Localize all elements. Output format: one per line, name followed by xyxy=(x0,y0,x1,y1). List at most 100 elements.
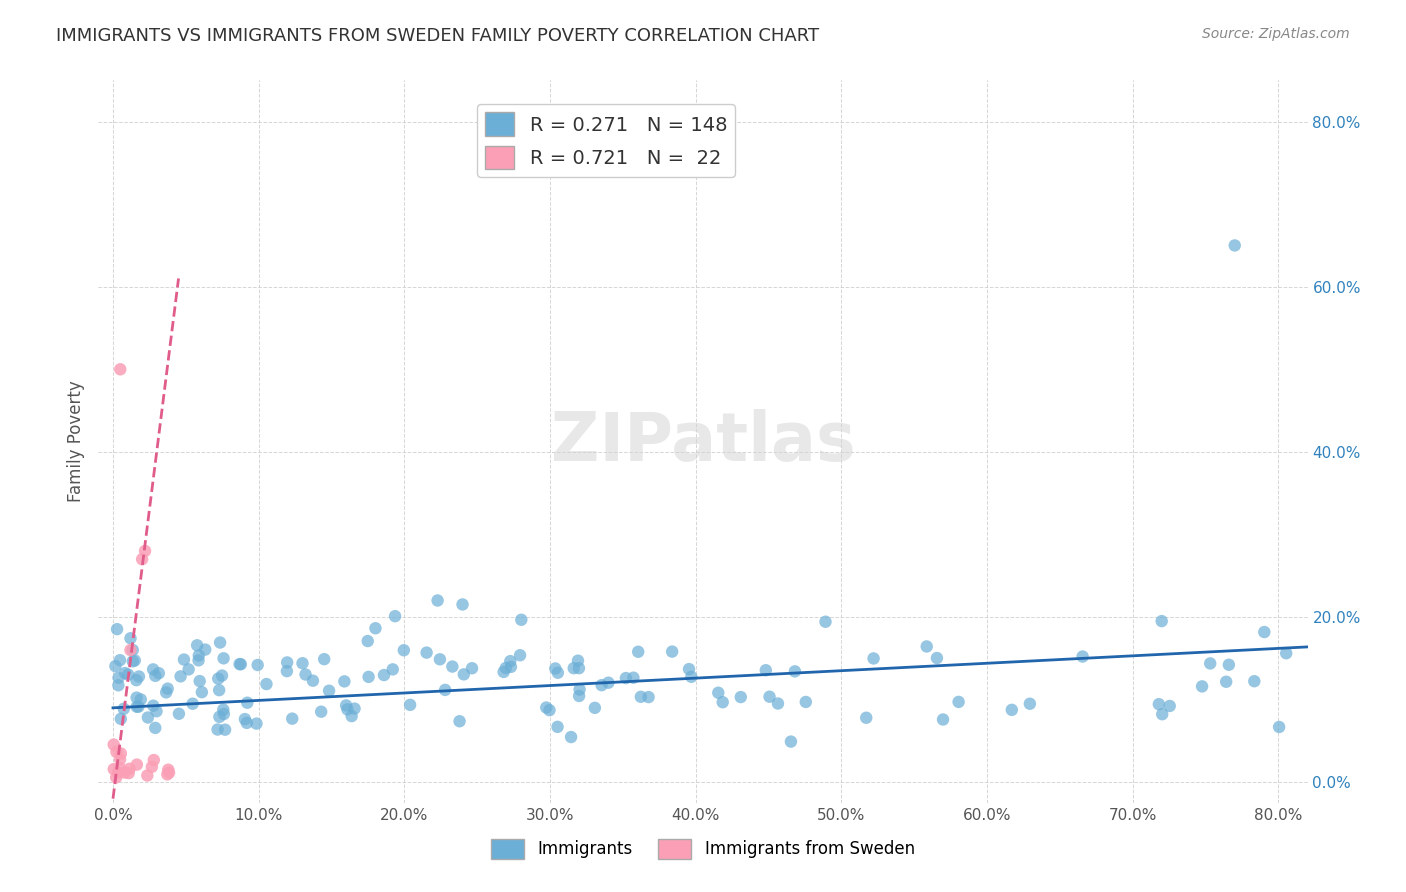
Point xyxy=(855,711,877,725)
Point xyxy=(562,661,585,675)
Point xyxy=(461,661,484,675)
Point xyxy=(181,697,204,711)
Point xyxy=(173,652,195,666)
Point xyxy=(364,621,387,635)
Point xyxy=(381,662,404,676)
Point xyxy=(1218,657,1240,672)
Point xyxy=(948,695,970,709)
Point xyxy=(730,690,752,704)
Point xyxy=(125,757,148,772)
Point xyxy=(627,645,650,659)
Point xyxy=(492,665,515,679)
Point xyxy=(1253,625,1275,640)
Point xyxy=(915,640,938,654)
Point xyxy=(156,681,179,696)
Point xyxy=(536,700,558,714)
Legend: Immigrants, Immigrants from Sweden: Immigrants, Immigrants from Sweden xyxy=(485,832,921,866)
Point xyxy=(449,714,471,729)
Point xyxy=(661,644,683,658)
Point xyxy=(794,695,817,709)
Point xyxy=(932,713,955,727)
Point xyxy=(925,651,948,665)
Point xyxy=(637,690,659,704)
Point xyxy=(453,667,475,681)
Point xyxy=(276,664,298,678)
Point xyxy=(155,685,177,699)
Point xyxy=(145,704,167,718)
Point xyxy=(103,738,125,752)
Point xyxy=(1152,707,1174,722)
Point xyxy=(499,660,522,674)
Point xyxy=(678,662,700,676)
Point xyxy=(208,683,231,698)
Point xyxy=(1275,646,1298,660)
Point xyxy=(107,765,129,780)
Point xyxy=(236,696,259,710)
Point xyxy=(583,701,606,715)
Point xyxy=(120,632,142,646)
Point xyxy=(429,652,451,666)
Point xyxy=(118,762,141,776)
Point xyxy=(336,702,359,716)
Point xyxy=(104,659,127,673)
Point xyxy=(121,654,143,668)
Point xyxy=(245,716,267,731)
Point xyxy=(415,646,437,660)
Point xyxy=(291,657,314,671)
Point xyxy=(120,643,142,657)
Point xyxy=(384,609,406,624)
Point xyxy=(333,674,356,689)
Point xyxy=(495,661,517,675)
Point xyxy=(544,661,567,675)
Point xyxy=(125,673,148,688)
Point xyxy=(758,690,780,704)
Point xyxy=(169,669,191,683)
Point xyxy=(117,766,139,780)
Point xyxy=(124,653,146,667)
Point xyxy=(194,642,217,657)
Point xyxy=(614,671,637,685)
Point xyxy=(441,659,464,673)
Text: IMMIGRANTS VS IMMIGRANTS FROM SWEDEN FAMILY POVERTY CORRELATION CHART: IMMIGRANTS VS IMMIGRANTS FROM SWEDEN FAM… xyxy=(56,27,820,45)
Point xyxy=(141,760,163,774)
Point xyxy=(510,613,533,627)
Point xyxy=(121,643,143,657)
Point xyxy=(107,671,129,685)
Point xyxy=(780,734,803,748)
Point xyxy=(314,652,336,666)
Point xyxy=(212,703,235,717)
Point xyxy=(591,678,613,692)
Point xyxy=(211,668,233,682)
Point xyxy=(399,698,422,712)
Point xyxy=(229,657,252,672)
Point xyxy=(110,747,132,761)
Point xyxy=(207,723,229,737)
Point xyxy=(373,668,395,682)
Point xyxy=(1071,649,1094,664)
Point xyxy=(208,710,231,724)
Point xyxy=(187,653,209,667)
Point xyxy=(191,685,214,699)
Point xyxy=(451,598,474,612)
Point xyxy=(105,745,128,759)
Point xyxy=(136,768,159,782)
Point xyxy=(127,699,149,714)
Point xyxy=(1150,614,1173,628)
Point xyxy=(294,667,316,681)
Point xyxy=(302,673,325,688)
Point xyxy=(318,683,340,698)
Point xyxy=(108,761,131,775)
Point xyxy=(755,663,778,677)
Point xyxy=(568,689,591,703)
Point xyxy=(142,753,165,767)
Point xyxy=(143,669,166,683)
Point xyxy=(1159,698,1181,713)
Point xyxy=(114,666,136,681)
Point xyxy=(167,706,190,721)
Point xyxy=(598,675,620,690)
Point xyxy=(157,763,180,777)
Point xyxy=(1215,674,1237,689)
Point xyxy=(547,665,569,680)
Point xyxy=(623,671,645,685)
Point xyxy=(142,698,165,713)
